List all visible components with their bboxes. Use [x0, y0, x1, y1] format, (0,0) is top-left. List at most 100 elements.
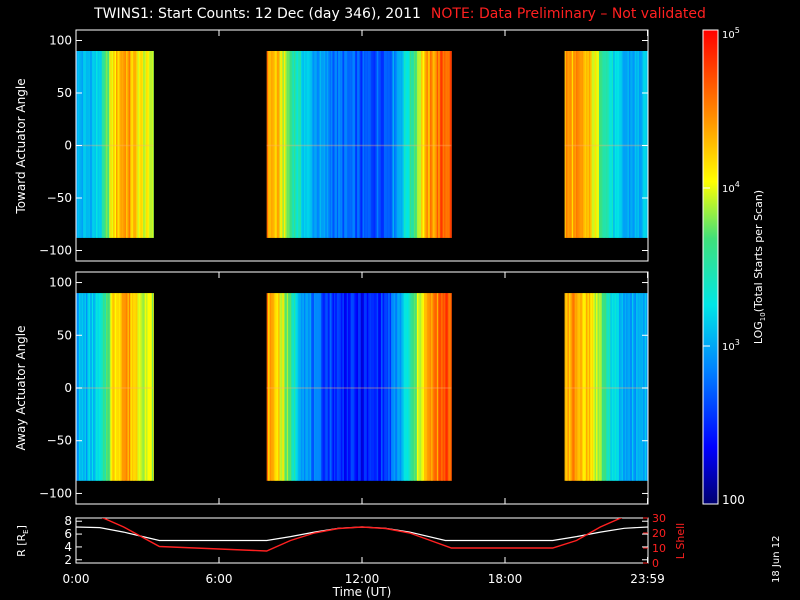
heatmap-column [636, 293, 638, 481]
heatmap-column [392, 293, 395, 481]
heatmap-column [388, 51, 391, 238]
heatmap-column [405, 293, 408, 481]
heatmap-column [435, 293, 438, 481]
heatmap-column [445, 293, 448, 481]
heatmap-column [426, 293, 429, 481]
heatmap-column [588, 293, 591, 481]
heatmap-column [382, 51, 385, 238]
heatmap-column [87, 51, 90, 238]
heatmap-column [601, 51, 604, 238]
heatmap-column [77, 51, 80, 238]
heatmap-column [319, 293, 322, 481]
heatmap-column [567, 51, 570, 238]
heatmap-column [333, 293, 336, 481]
heatmap-column [436, 293, 439, 481]
heatmap-column [305, 293, 308, 481]
heatmap-column [576, 293, 578, 481]
toward-ylabel: Toward Actuator Angle [14, 78, 28, 214]
heatmap-column [84, 51, 87, 238]
heatmap-column [574, 293, 577, 481]
heatmap-column [586, 51, 588, 238]
heatmap-column [348, 293, 351, 481]
heatmap-column [276, 51, 279, 238]
heatmap-column [637, 293, 640, 481]
heatmap-column [329, 293, 332, 481]
heatmap-column [363, 293, 366, 481]
heatmap-column [117, 293, 120, 481]
x-tick-label: 12:00 [345, 572, 380, 586]
heatmap-column [292, 293, 295, 481]
heatmap-column [624, 293, 627, 481]
heatmap-column [81, 293, 84, 481]
heatmap-column [577, 293, 580, 481]
heatmap-column [574, 51, 577, 238]
heatmap-column [587, 51, 590, 238]
heatmap-column [353, 51, 356, 238]
title-note: NOTE: Data Preliminary – Not validated [430, 6, 706, 22]
heatmap-column [278, 293, 280, 481]
heatmap-column [583, 51, 585, 238]
heatmap-column [302, 293, 305, 481]
heatmap-column [116, 51, 118, 238]
heatmap-column [369, 51, 372, 238]
heatmap-column [416, 293, 419, 481]
heatmap-column [413, 51, 416, 238]
heatmap-column [423, 293, 426, 481]
y-tick-label: −100 [39, 486, 72, 500]
heatmap-column [322, 293, 325, 481]
heatmap-column [322, 51, 325, 238]
heatmap-column [449, 51, 452, 238]
heatmap-column [110, 51, 113, 238]
heatmap-column [617, 293, 620, 481]
heatmap-column [342, 51, 345, 238]
heatmap-column [311, 293, 313, 481]
heatmap-column [451, 51, 452, 238]
heatmap-column [613, 293, 616, 481]
heatmap-column [270, 51, 273, 238]
chart-title: TWINS1: Start Counts: 12 Dec (day 346), … [0, 6, 800, 22]
heatmap-column [368, 293, 371, 481]
toward-y-axis: 100 50 0 −50 −100 [39, 34, 648, 258]
heatmap-column [448, 51, 451, 238]
heatmap-column [607, 51, 610, 238]
heatmap-column [568, 293, 571, 481]
heatmap-column [395, 293, 398, 481]
heatmap-column [584, 51, 587, 238]
orbit-ylabel: R [RE] [15, 525, 30, 557]
heatmap-column [343, 51, 346, 238]
heatmap-column [389, 51, 392, 238]
heatmap-column [372, 51, 375, 238]
heatmap-column [626, 51, 628, 238]
heatmap-column [371, 51, 373, 238]
heatmap-column [578, 51, 581, 238]
heatmap-column [143, 293, 146, 481]
heatmap-column [126, 293, 128, 481]
heatmap-column [108, 51, 111, 238]
heatmap-column [336, 51, 339, 238]
heatmap-column [418, 293, 421, 481]
heatmap-column [321, 293, 323, 481]
heatmap-column [100, 51, 103, 238]
heatmap-column [146, 293, 148, 481]
heatmap-column [576, 51, 578, 238]
heatmap-column [335, 293, 338, 481]
heatmap-column [408, 293, 411, 481]
heatmap-column [148, 51, 151, 238]
heatmap-column [441, 293, 443, 481]
heatmap-column [627, 293, 630, 481]
heatmap-column [341, 293, 343, 481]
heatmap-column [298, 51, 300, 238]
heatmap-column [567, 293, 570, 481]
heatmap-column [345, 51, 348, 238]
heatmap-column [633, 293, 636, 481]
heatmap-column [315, 51, 318, 238]
heatmap-column [279, 51, 282, 238]
heatmap-column [379, 293, 382, 481]
heatmap-column [620, 51, 623, 238]
y2-tick-label: 0 [652, 557, 659, 570]
heatmap-column [442, 51, 445, 238]
heatmap-column [338, 293, 340, 481]
heatmap-column [586, 293, 588, 481]
heatmap-column [413, 293, 416, 481]
